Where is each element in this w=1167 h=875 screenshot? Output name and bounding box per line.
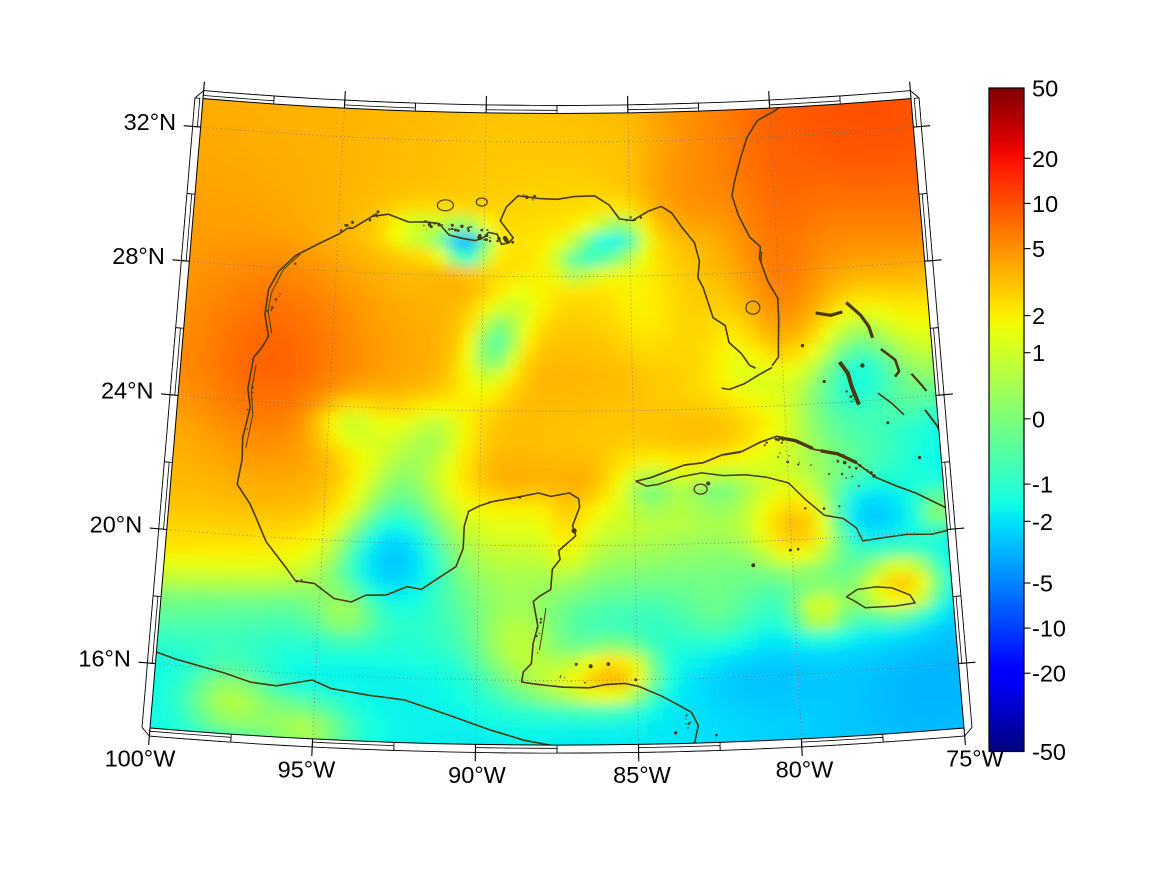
svg-text:-2: -2 <box>1032 509 1053 535</box>
svg-text:85°W: 85°W <box>613 762 672 788</box>
svg-text:24°N: 24°N <box>101 377 154 403</box>
svg-text:50: 50 <box>1032 76 1058 102</box>
svg-text:16°N: 16°N <box>78 646 131 672</box>
svg-text:-1: -1 <box>1032 472 1053 498</box>
svg-text:32°N: 32°N <box>124 109 177 135</box>
svg-text:95°W: 95°W <box>278 756 337 782</box>
svg-text:28°N: 28°N <box>112 243 165 269</box>
svg-text:5: 5 <box>1032 236 1045 262</box>
svg-text:-5: -5 <box>1032 571 1053 597</box>
svg-text:-10: -10 <box>1032 616 1066 642</box>
svg-text:100°W: 100°W <box>105 745 177 771</box>
svg-text:10: 10 <box>1032 191 1058 217</box>
svg-text:1: 1 <box>1032 340 1045 366</box>
svg-text:90°W: 90°W <box>448 762 507 788</box>
svg-text:80°W: 80°W <box>776 756 835 782</box>
svg-text:-50: -50 <box>1032 739 1066 765</box>
svg-text:2: 2 <box>1032 303 1045 329</box>
svg-text:-20: -20 <box>1032 661 1066 687</box>
svg-text:20°N: 20°N <box>90 511 143 537</box>
svg-text:0: 0 <box>1032 406 1045 432</box>
svg-text:20: 20 <box>1032 146 1058 172</box>
